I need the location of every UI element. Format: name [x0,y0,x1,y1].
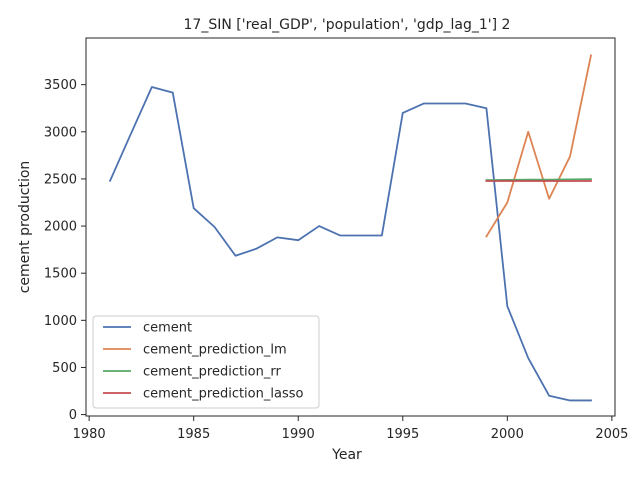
y-axis: 0 500 1000 1500 2000 2500 3000 3500 [44,78,86,423]
x-tick-label: 1985 [177,427,210,442]
chart-title: 17_SIN ['real_GDP', 'population', 'gdp_l… [184,17,511,33]
x-axis: 1980 1985 1990 1995 2000 2005 [73,416,628,442]
x-tick-label: 2000 [491,427,524,442]
series-line-cement_prediction_lm [485,54,593,238]
y-tick-label: 2000 [44,220,77,235]
plot-area [85,37,616,417]
y-tick-label: 2500 [44,172,77,187]
y-tick-label: 500 [52,361,77,376]
x-tick-label: 1980 [73,427,106,442]
plot-frame [85,37,616,417]
y-tick-label: 3500 [44,78,77,93]
y-axis-label: cement production [17,161,33,294]
series-line-cement_prediction_rr [485,178,592,182]
y-tick-label: 0 [69,408,77,423]
legend-label: cement_prediction_rr [143,365,281,380]
y-tick-label: 1000 [44,314,77,329]
legend-label: cement [143,321,192,336]
legend-box [92,315,320,409]
x-tick-label: 1990 [282,427,315,442]
x-axis-label: Year [331,447,362,463]
legend-label: cement_prediction_lasso [143,387,303,402]
x-tick-label: 2005 [595,427,628,442]
x-tick-label: 1995 [386,427,419,442]
y-tick-label: 3000 [44,125,77,140]
series-line-cement [108,86,592,402]
legend: cement cement_prediction_lm cement_predict… [92,315,320,409]
y-tick-label: 1500 [44,267,77,282]
legend-label: cement_prediction_lm [143,343,287,358]
